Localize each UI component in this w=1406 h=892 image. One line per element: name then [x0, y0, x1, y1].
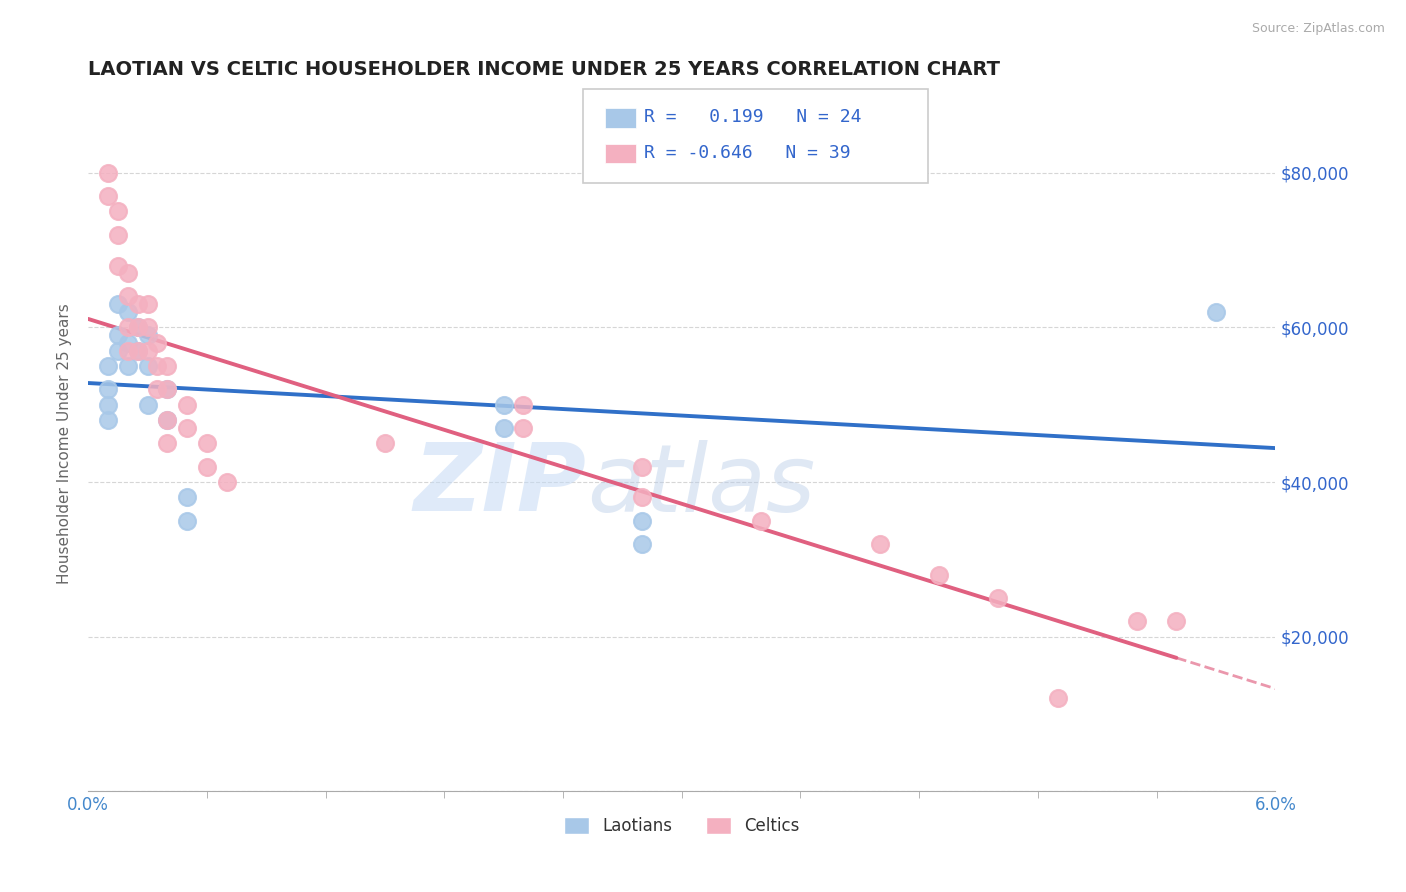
Point: [97, 413, 120, 427]
Point: [97, 382, 120, 396]
Point: [136, 297, 159, 311]
Point: [117, 343, 139, 358]
Point: [107, 297, 129, 311]
Legend: Laotians, Celtics: Laotians, Celtics: [557, 811, 806, 842]
Point: [107, 204, 129, 219]
Point: [987, 591, 1010, 605]
Point: [117, 359, 139, 373]
Point: [97, 359, 120, 373]
Point: [146, 335, 169, 350]
Point: [127, 320, 149, 334]
Point: [117, 289, 139, 303]
Point: [156, 359, 179, 373]
Point: [215, 475, 238, 489]
Point: [146, 359, 169, 373]
Point: [107, 328, 129, 343]
Point: [136, 328, 159, 343]
Point: [1046, 691, 1069, 706]
Text: R = -0.646   N = 39: R = -0.646 N = 39: [644, 144, 851, 161]
Point: [107, 343, 129, 358]
Point: [176, 514, 198, 528]
Point: [156, 382, 179, 396]
Point: [97, 166, 120, 180]
Point: [97, 189, 120, 203]
Point: [1205, 305, 1227, 319]
Text: R =   0.199   N = 24: R = 0.199 N = 24: [644, 108, 862, 126]
Point: [117, 305, 139, 319]
Text: atlas: atlas: [586, 440, 815, 531]
Point: [127, 343, 149, 358]
Point: [492, 421, 515, 435]
Point: [107, 259, 129, 273]
Point: [195, 459, 218, 474]
Point: [176, 398, 198, 412]
Text: Source: ZipAtlas.com: Source: ZipAtlas.com: [1251, 22, 1385, 36]
Point: [928, 567, 950, 582]
Y-axis label: Householder Income Under 25 years: Householder Income Under 25 years: [58, 303, 72, 583]
Point: [176, 491, 198, 505]
Point: [156, 436, 179, 450]
Point: [97, 398, 120, 412]
Point: [117, 335, 139, 350]
Point: [107, 227, 129, 242]
Point: [631, 491, 654, 505]
Point: [117, 320, 139, 334]
Point: [156, 382, 179, 396]
Point: [146, 382, 169, 396]
Point: [869, 537, 891, 551]
Point: [631, 514, 654, 528]
Point: [492, 398, 515, 412]
Point: [1126, 614, 1149, 628]
Point: [156, 413, 179, 427]
Point: [136, 398, 159, 412]
Point: [1166, 614, 1188, 628]
Point: [136, 359, 159, 373]
Text: LAOTIAN VS CELTIC HOUSEHOLDER INCOME UNDER 25 YEARS CORRELATION CHART: LAOTIAN VS CELTIC HOUSEHOLDER INCOME UND…: [89, 60, 1000, 78]
Point: [374, 436, 396, 450]
Point: [117, 266, 139, 280]
Text: ZIP: ZIP: [413, 439, 586, 531]
Point: [749, 514, 772, 528]
Point: [136, 320, 159, 334]
Point: [631, 459, 654, 474]
Point: [127, 343, 149, 358]
Point: [195, 436, 218, 450]
Point: [631, 537, 654, 551]
Point: [156, 413, 179, 427]
Point: [127, 297, 149, 311]
Point: [127, 320, 149, 334]
Point: [176, 421, 198, 435]
Point: [136, 343, 159, 358]
Point: [512, 421, 534, 435]
Point: [512, 398, 534, 412]
